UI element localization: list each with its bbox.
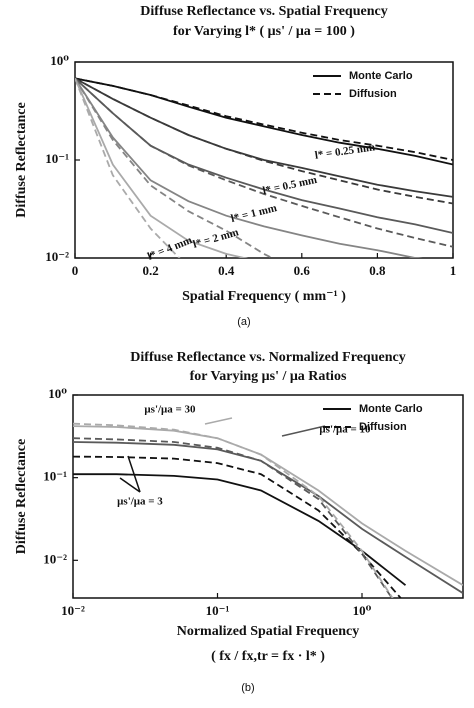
x-tick-label: 0.6 xyxy=(294,263,311,278)
y-tick-label: 10⁰ xyxy=(50,53,69,68)
x-tick-label: 10⁻¹ xyxy=(206,603,230,618)
curve-annotation: μs'/μa = 30 xyxy=(144,404,196,416)
pointer xyxy=(119,477,141,493)
curve xyxy=(75,77,453,248)
curve xyxy=(75,77,423,258)
y-tick-label: 10⁻² xyxy=(45,249,69,264)
x-axis-label: Normalized Spatial Frequency xyxy=(177,624,360,639)
curve xyxy=(75,77,275,258)
y-axis-label: Diffuse Reflectance xyxy=(14,102,29,217)
curve xyxy=(75,78,181,258)
plot-frame xyxy=(72,394,464,599)
curve-annotation: l* = 2 mm xyxy=(192,226,240,250)
x-axis-label: Spatial Frequency ( mm⁻¹ ) xyxy=(182,289,346,304)
x-tick-label: 0.8 xyxy=(369,263,386,278)
x-tick-label: 10⁰ xyxy=(353,603,372,618)
x-axis-sublabel: ( fx / fx,tr = fx · l* ) xyxy=(211,649,325,664)
x-tick-label: 0.2 xyxy=(142,263,158,278)
x-tick-label: 0.4 xyxy=(218,263,235,278)
y-tick-label: 10⁰ xyxy=(48,386,67,401)
y-axis-label: Diffuse Reflectance xyxy=(14,439,29,554)
curve xyxy=(75,77,453,161)
curve xyxy=(75,78,249,258)
x-tick-label: 0 xyxy=(72,263,79,278)
y-tick-label: 10⁻² xyxy=(43,551,67,566)
chart-subtitle: for Varying μs' / μa Ratios xyxy=(190,369,347,384)
curve-annotation: μs'/μa = 3 xyxy=(117,496,163,508)
curve xyxy=(75,77,453,166)
curve-annotation: l* = 0.5 mm xyxy=(262,174,318,197)
curve xyxy=(73,437,393,598)
curve xyxy=(73,473,407,586)
panel-label: (a) xyxy=(237,316,250,328)
legend-label: Monte Carlo xyxy=(359,403,423,415)
curve xyxy=(73,422,394,598)
legend-label: Diffusion xyxy=(359,421,407,433)
pointer xyxy=(281,425,326,437)
chart-title: Diffuse Reflectance vs. Spatial Frequenc… xyxy=(140,4,387,19)
y-tick-label: 10⁻¹ xyxy=(43,469,67,484)
pointer xyxy=(204,417,233,425)
x-tick-label: 1 xyxy=(450,263,457,278)
curve-annotation: l* = 1 mm xyxy=(230,202,278,225)
curve-annotation: μs'/μa = 10 xyxy=(319,424,371,436)
legend-label: Monte Carlo xyxy=(349,70,413,82)
legend-label: Diffusion xyxy=(349,88,397,100)
curve xyxy=(73,455,402,598)
y-tick-label: 10⁻¹ xyxy=(45,151,69,166)
chart-title: Diffuse Reflectance vs. Normalized Frequ… xyxy=(130,350,405,365)
curve xyxy=(75,77,453,205)
curve xyxy=(75,77,453,234)
chart-subtitle: for Varying l* ( μs' / μa = 100 ) xyxy=(173,24,355,39)
x-tick-label: 10⁻² xyxy=(61,603,85,618)
panel-label: (b) xyxy=(241,682,254,694)
